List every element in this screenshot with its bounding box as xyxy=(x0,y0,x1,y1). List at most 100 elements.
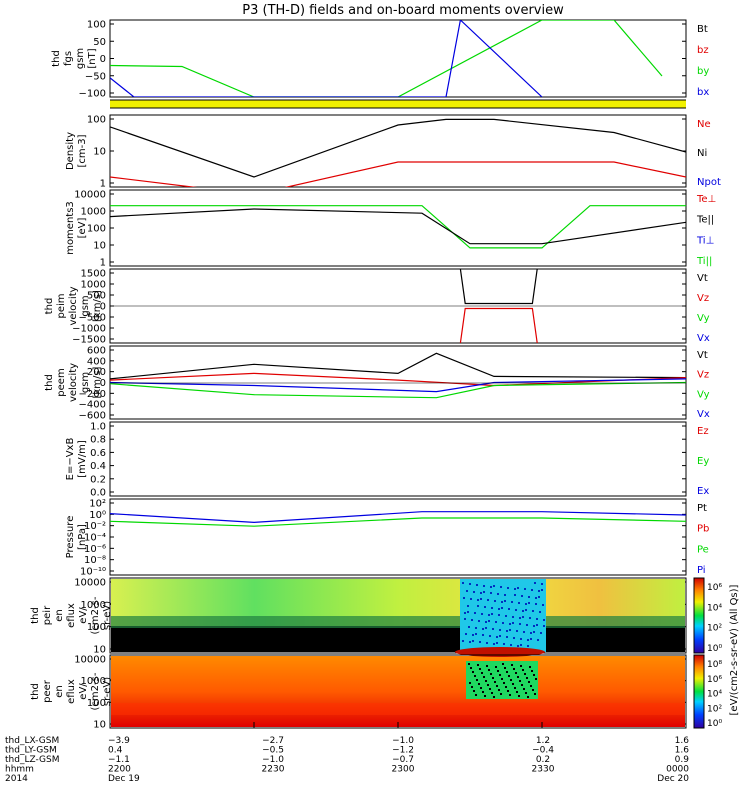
y-tick-label: 1000 xyxy=(81,280,106,291)
y-tick-label: 500 xyxy=(87,291,106,302)
y-axis-label: sr-eV) xyxy=(102,601,113,630)
y-tick-label: 1 xyxy=(100,258,106,269)
y-axis-label: eflux xyxy=(66,679,77,704)
legend-bz: bz xyxy=(697,45,709,56)
legend-Pt: Pt xyxy=(697,503,707,514)
series-peem-Vt xyxy=(110,352,686,380)
flag-bar xyxy=(110,100,686,108)
y-tick-label: 10 xyxy=(93,147,106,158)
x-tick-value: −0.4 xyxy=(532,746,554,756)
y-tick-label: −200 xyxy=(79,389,106,400)
y-tick-label: 100 xyxy=(87,20,106,31)
x-tick-value: 0.4 xyxy=(108,746,123,756)
colorbar-tick-label: 10⁴ xyxy=(707,603,722,613)
x-tick-value: Dec 19 xyxy=(108,774,140,784)
colorbar-2: 10⁸ 10⁶ 10⁴ 10² 10⁰ xyxy=(693,654,722,729)
legend-Vy: Vy xyxy=(697,389,710,400)
y-tick-label: −500 xyxy=(79,313,106,324)
y-tick-label: 10² xyxy=(89,499,106,510)
y-axis-label: moments3 xyxy=(65,201,76,255)
y-tick-label: 0.6 xyxy=(90,448,106,459)
colorbar-tick-label: 10⁰ xyxy=(707,644,722,654)
y-tick-label: −1000 xyxy=(72,324,106,335)
y-tick-label: 0 xyxy=(100,54,106,65)
legend-by: by xyxy=(697,66,709,77)
y-axis-label: gsm xyxy=(80,372,91,393)
y-axis-label: Density xyxy=(65,132,76,170)
series-peim-Vt xyxy=(459,269,538,305)
x-tick-value: 0.2 xyxy=(536,755,550,765)
y-axis-label: (cm2-s- xyxy=(90,596,101,634)
y-axis-label: fgs xyxy=(63,51,74,66)
colorbar-tick-label: 10⁴ xyxy=(707,690,722,700)
y-tick-label: 0.8 xyxy=(90,435,106,446)
y-axis-label: E=−VxB xyxy=(65,438,76,481)
y-tick-label: 600 xyxy=(87,346,106,357)
figure-title: P3 (TH-D) fields and on-board moments ov… xyxy=(242,3,564,18)
series-fgs-by xyxy=(110,20,663,97)
series-pressure-Pi xyxy=(110,511,686,524)
y-tick-label: 10⁰ xyxy=(89,510,106,521)
electron-spectrogram xyxy=(109,647,687,729)
legend-Vx: Vx xyxy=(697,409,710,420)
y-tick-label: 10 xyxy=(93,720,106,731)
y-tick-label: 50 xyxy=(93,37,106,48)
x-row-label: 2014 xyxy=(5,774,28,784)
y-tick-label: 100 xyxy=(87,698,106,709)
y-tick-label: 0.0 xyxy=(90,488,106,499)
legend-Vt: Vt xyxy=(697,273,708,284)
series-temp-Te|| xyxy=(110,208,686,245)
legend-Ti||: Ti|| xyxy=(696,256,712,267)
y-tick-label: 1 xyxy=(100,179,106,190)
y-tick-label: 10⁻⁴ xyxy=(84,533,106,544)
y-tick-label: 100 xyxy=(87,622,106,633)
x-tick-value: −1.0 xyxy=(262,755,284,765)
y-axis-label: peir xyxy=(42,605,53,625)
ion-spectrogram xyxy=(109,577,687,654)
y-axis-label: thd xyxy=(44,374,55,391)
series-pressure-Pe xyxy=(110,517,686,527)
x-tick-value: 2330 xyxy=(532,765,555,775)
y-tick-label: 1500 xyxy=(81,269,106,280)
series-fgs-bx xyxy=(110,20,543,97)
panel-efield: 1.0 0.8 0.6 0.4 0.2 0.0 E=−VxB [mV/m] Ez Ey Ex xyxy=(65,421,709,499)
legend-Ey: Ey xyxy=(697,456,709,467)
legend-Ex: Ex xyxy=(697,486,709,497)
colorbar-tick-label: 10² xyxy=(707,624,722,634)
y-tick-label: −100 xyxy=(79,89,106,100)
legend-Ez: Ez xyxy=(697,426,709,437)
y-axis-label: thd xyxy=(44,298,55,315)
y-axis-label: peem xyxy=(56,368,67,396)
y-tick-label: 10000 xyxy=(74,578,106,589)
y-tick-label: 10000 xyxy=(74,190,106,201)
y-tick-label: 10 xyxy=(93,645,106,656)
legend-Vy: Vy xyxy=(697,313,710,324)
y-tick-label: −50 xyxy=(85,71,106,82)
panel-frame xyxy=(109,498,687,576)
y-tick-label: −600 xyxy=(79,411,106,422)
legend-Pe: Pe xyxy=(697,544,709,555)
colorbar-1: 10⁶ 10⁴ 10² 10⁰ xyxy=(693,577,722,654)
panel-frame xyxy=(109,114,687,188)
legend-Te⊥: Te⊥ xyxy=(696,194,716,205)
colorbar-tick-label: 10⁰ xyxy=(707,719,722,729)
y-tick-label: 400 xyxy=(87,356,106,367)
y-axis-label: (cm2-s- xyxy=(90,672,101,710)
x-tick-value: 0000 xyxy=(666,765,689,775)
series-peim-Vz xyxy=(459,307,538,343)
y-tick-label: 200 xyxy=(87,367,106,378)
y-tick-label: 0 xyxy=(100,378,106,389)
x-tick-value: −3.9 xyxy=(108,736,130,746)
y-tick-label: 100 xyxy=(87,115,106,126)
y-axis-label: thd xyxy=(30,683,41,700)
x-row-label: thd_LY-GSM xyxy=(5,746,57,756)
y-tick-label: 1.0 xyxy=(90,422,106,433)
legend-Bt: Bt xyxy=(697,24,708,35)
x-tick-value: 1.6 xyxy=(675,736,690,746)
x-tick-value: −0.5 xyxy=(262,746,284,756)
panel-fgs: 100 50 0 −50 −100 thd fgs gsm [nT] Bt bz by bx xyxy=(51,19,709,100)
x-row-label: hhmm xyxy=(5,765,34,775)
y-axis-label: velocity xyxy=(68,363,79,402)
colorbar-gradient xyxy=(693,577,705,654)
